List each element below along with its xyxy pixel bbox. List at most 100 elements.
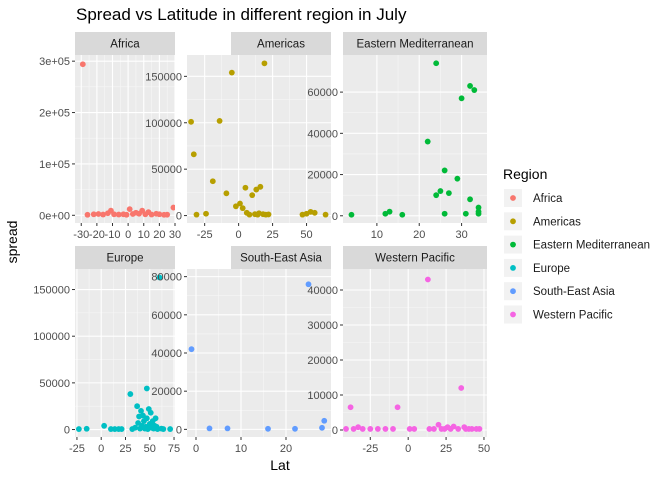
x-tick-label: 10 [138, 229, 150, 241]
gridlines [343, 55, 487, 223]
x-tick-label: 50 [144, 443, 156, 455]
data-point [223, 190, 230, 197]
data-point [111, 211, 117, 218]
data-point [167, 426, 174, 432]
data-point [95, 211, 102, 217]
data-point [143, 415, 150, 422]
facet-strip-label: Europe [106, 253, 143, 265]
legend-label: Europe [533, 263, 570, 275]
x-tick-label: 0 [193, 443, 199, 455]
y-tick-label: 3e+05 [39, 56, 70, 68]
x-tick-label: 25 [266, 229, 278, 241]
y-tick-label: 100000 [33, 331, 70, 343]
facet-strip [75, 246, 175, 269]
data-point [382, 426, 389, 432]
x-tick-label: 75 [168, 443, 180, 455]
data-point [475, 210, 482, 217]
legend-label: Eastern Mediterranean [533, 240, 650, 252]
points-western-pacific [343, 276, 483, 432]
data-point [433, 192, 440, 199]
data-point [319, 424, 325, 431]
y-tick-label: 60000 [307, 87, 338, 99]
x-tick-label: 0 [125, 229, 131, 241]
legend-label: Americas [533, 216, 581, 228]
y-tick-label: 2e+05 [39, 108, 70, 120]
x-axis-label: Lat [270, 457, 290, 473]
y-tick-label: 1e+05 [39, 159, 70, 171]
data-point [188, 118, 194, 125]
y-tick-label: 0 [332, 211, 338, 223]
data-point [347, 404, 354, 411]
panel-background [343, 269, 487, 437]
legend-item-europe: Europe [504, 258, 570, 277]
data-point [441, 210, 448, 217]
legend-key-dot [510, 195, 516, 201]
legend-items: Africa Americas Eastern Mediterranean Europ… [504, 189, 650, 324]
x-tick-label: 10 [371, 229, 383, 241]
legend-label: Western Pacific [533, 310, 613, 322]
data-point [216, 118, 223, 124]
facet-strip-label: Africa [110, 39, 140, 51]
data-point [265, 211, 272, 218]
chart-title: Spread vs Latitude in different region i… [76, 5, 407, 24]
x-tick-label: 30 [455, 229, 467, 241]
facet-strip-label: Eastern Mediterranean [357, 39, 474, 51]
data-point [399, 211, 406, 218]
data-point [190, 151, 197, 158]
data-point [132, 424, 139, 431]
x-tick-label: 25 [440, 443, 452, 455]
data-point [292, 425, 298, 432]
y-tick-label: 80000 [151, 272, 182, 284]
y-tick-label: 50000 [151, 164, 182, 176]
legend-key-dot [510, 311, 516, 318]
data-point [386, 208, 393, 215]
y-tick-label: 10000 [307, 390, 338, 402]
data-point [75, 426, 82, 432]
data-point [224, 425, 231, 432]
data-point [147, 409, 154, 416]
data-point [454, 175, 461, 182]
facet-eastern-mediterranean: Eastern Mediterranean 0 20000 40000 60000 10 2… [307, 32, 487, 241]
data-point [239, 205, 246, 212]
y-axis-label: spread [4, 221, 20, 264]
data-point [90, 211, 97, 218]
x-tick-label: 20 [153, 229, 165, 241]
data-point [450, 423, 457, 430]
facet-strip-label: Americas [257, 39, 305, 51]
y-tick-label: 40000 [307, 285, 338, 297]
data-point [126, 206, 133, 213]
data-point [467, 196, 473, 203]
data-point [152, 415, 159, 422]
legend-item-americas: Americas [504, 212, 581, 231]
data-point [462, 210, 469, 217]
data-point [257, 183, 264, 190]
panel-background [343, 55, 487, 223]
y-tick-label: 20000 [307, 170, 338, 182]
data-point [367, 426, 374, 432]
data-point [164, 211, 171, 218]
data-point [433, 60, 440, 67]
legend-item-south-east-asia: South-East Asia [504, 282, 615, 301]
x-tick-label: 20 [280, 443, 292, 455]
data-point [228, 69, 235, 76]
y-tick-label: 50000 [39, 378, 70, 390]
y-tick-label: 150000 [145, 71, 182, 83]
data-point [455, 426, 462, 432]
data-point [253, 186, 260, 193]
facet-south-east-asia: South-East Asia 0 20000 40000 60000 80000 0 10 2… [151, 246, 331, 455]
data-point [394, 404, 401, 411]
data-point [265, 425, 271, 432]
y-tick-label: 40000 [151, 348, 182, 360]
data-point [127, 391, 134, 397]
x-tick-label: 10 [235, 443, 247, 455]
data-point [458, 95, 465, 102]
legend-item-eastern-mediterranean: Eastern Mediterranean [504, 235, 650, 254]
data-point [441, 167, 448, 174]
legend-key-dot [510, 218, 516, 225]
data-point [170, 204, 175, 211]
x-tick-label: -25 [69, 443, 85, 455]
x-tick-label: 50 [478, 443, 490, 455]
facet-strip-label: South-East Asia [240, 253, 322, 265]
